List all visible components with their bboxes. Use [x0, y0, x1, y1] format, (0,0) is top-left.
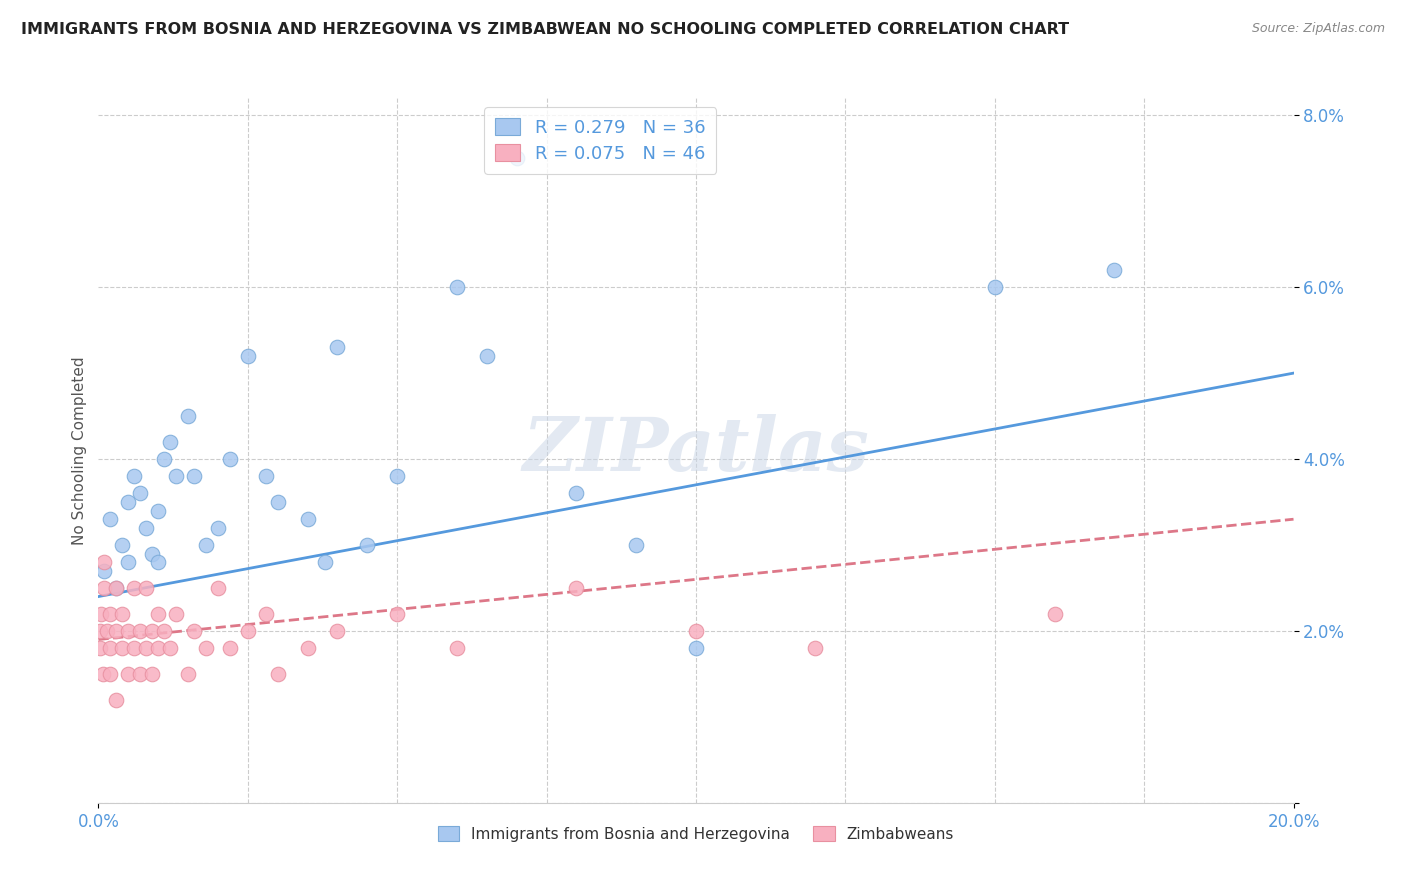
Point	[183, 469, 205, 483]
Point	[315, 555, 337, 569]
Point	[207, 521, 229, 535]
Point	[565, 486, 588, 500]
Point	[159, 434, 181, 449]
Point	[129, 666, 152, 681]
Point	[93, 555, 115, 569]
Point	[90, 607, 112, 621]
Point	[117, 495, 139, 509]
Point	[475, 349, 498, 363]
Point	[117, 624, 139, 638]
Point	[105, 581, 128, 595]
Point	[183, 624, 205, 638]
Point	[153, 452, 176, 467]
Point	[297, 641, 319, 656]
Point	[506, 151, 529, 165]
Text: IMMIGRANTS FROM BOSNIA AND HERZEGOVINA VS ZIMBABWEAN NO SCHOOLING COMPLETED CORR: IMMIGRANTS FROM BOSNIA AND HERZEGOVINA V…	[21, 22, 1069, 37]
Point	[148, 555, 170, 569]
Point	[98, 607, 122, 621]
Point	[1104, 263, 1126, 277]
Point	[165, 607, 187, 621]
Point	[111, 641, 134, 656]
Point	[254, 469, 277, 483]
Point	[267, 495, 290, 509]
Point	[148, 641, 170, 656]
Point	[105, 692, 128, 706]
Point	[135, 521, 157, 535]
Point	[219, 641, 242, 656]
Point	[159, 641, 181, 656]
Point	[141, 547, 163, 561]
Point	[804, 641, 827, 656]
Point	[195, 641, 218, 656]
Point	[207, 581, 229, 595]
Point	[111, 607, 134, 621]
Point	[98, 666, 122, 681]
Point	[105, 581, 128, 595]
Point	[148, 607, 170, 621]
Point	[111, 538, 134, 552]
Point	[141, 666, 163, 681]
Point	[626, 538, 648, 552]
Point	[89, 624, 111, 638]
Point	[129, 486, 152, 500]
Point	[385, 607, 409, 621]
Point	[105, 624, 128, 638]
Point	[236, 349, 259, 363]
Point	[297, 512, 319, 526]
Point	[984, 280, 1007, 294]
Point	[124, 581, 146, 595]
Point	[446, 641, 468, 656]
Point	[129, 624, 152, 638]
Point	[446, 280, 468, 294]
Point	[356, 538, 378, 552]
Point	[89, 641, 111, 656]
Point	[153, 624, 176, 638]
Point	[98, 512, 122, 526]
Point	[177, 409, 200, 423]
Point	[93, 564, 115, 578]
Point	[135, 641, 157, 656]
Point	[685, 624, 707, 638]
Point	[93, 581, 115, 595]
Point	[148, 503, 170, 517]
Point	[141, 624, 163, 638]
Point	[177, 666, 200, 681]
Point	[98, 641, 122, 656]
Point	[685, 641, 707, 656]
Point	[96, 624, 118, 638]
Point	[195, 538, 218, 552]
Point	[326, 624, 349, 638]
Text: Source: ZipAtlas.com: Source: ZipAtlas.com	[1251, 22, 1385, 36]
Point	[124, 469, 146, 483]
Point	[1043, 607, 1066, 621]
Text: ZIPatlas: ZIPatlas	[523, 414, 869, 487]
Point	[135, 581, 157, 595]
Point	[385, 469, 409, 483]
Point	[165, 469, 187, 483]
Point	[117, 666, 139, 681]
Point	[326, 340, 349, 354]
Y-axis label: No Schooling Completed: No Schooling Completed	[72, 356, 87, 545]
Point	[117, 555, 139, 569]
Point	[91, 666, 114, 681]
Point	[267, 666, 290, 681]
Point	[124, 641, 146, 656]
Point	[236, 624, 259, 638]
Point	[565, 581, 588, 595]
Point	[254, 607, 277, 621]
Point	[219, 452, 242, 467]
Legend: Immigrants from Bosnia and Herzegovina, Zimbabweans: Immigrants from Bosnia and Herzegovina, …	[432, 821, 960, 848]
